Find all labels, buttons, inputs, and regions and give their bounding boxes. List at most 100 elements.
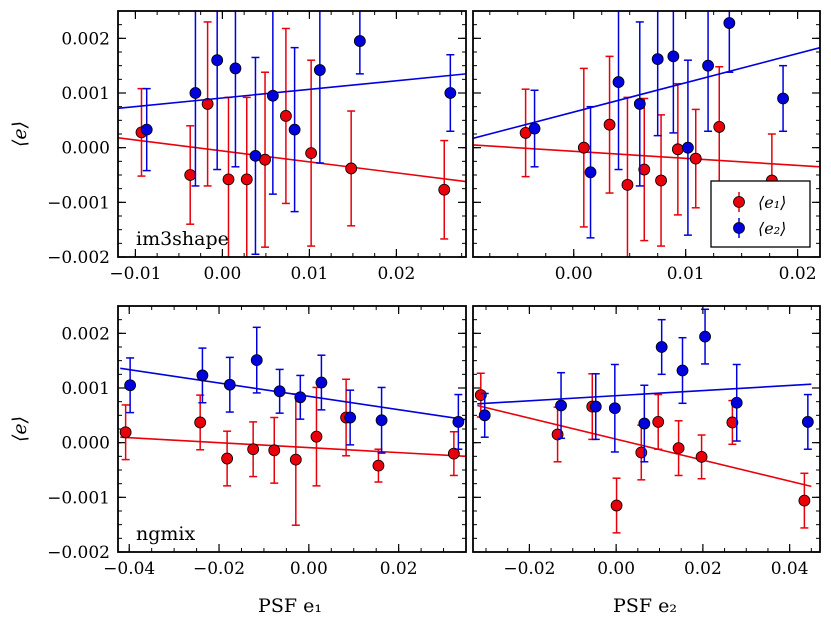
panel-frame [117,10,467,258]
x-tick-label: −0.04 [103,559,155,579]
legend-e2-marker [733,222,745,234]
point-e2 [249,149,262,162]
legend-box [710,180,811,248]
point-e2 [655,341,668,353]
x-tick-label: 0.02 [779,264,817,284]
point-e1 [345,162,358,175]
y-tick-label: −0.002 [47,543,110,563]
legend-e2-label: ⟨e₂⟩ [758,219,786,238]
y-tick-label: −0.001 [47,193,110,213]
point-e2 [638,417,651,430]
point-e1 [184,169,197,181]
x-tick-label: −0.01 [109,264,161,284]
point-e1 [305,147,318,160]
panel-frame [117,305,467,553]
point-e2 [273,385,286,398]
panel-data [473,11,820,257]
panel-frame [472,305,821,553]
point-e1 [119,426,132,439]
point-e1 [474,389,487,402]
point-e1 [447,447,460,460]
panel-bottom-left: −0.04 −0.02 0.00 0.02 −0.002 −0.001 0.000 0.001… [47,305,467,579]
panel-data [474,308,814,534]
point-e2 [612,76,625,88]
y-tick-label: 0.000 [61,139,110,159]
point-e2 [250,354,263,367]
x-tick-label: 0.00 [597,559,635,579]
point-e2 [584,166,597,179]
point-e1 [194,416,207,429]
point-e2 [608,402,621,415]
fit-line-e1 [118,137,466,183]
point-e1 [652,415,665,428]
point-e1 [280,110,292,122]
point-e2 [288,123,301,136]
annotation-ngmix: ngmix [136,523,195,545]
point-e2 [589,400,602,413]
xlabel-right: PSF e₂ [613,595,677,617]
point-e2 [699,330,711,343]
x-tick-label: −0.02 [193,559,245,579]
panel-bottom-right: −0.02 0.00 0.02 0.04 [472,305,821,579]
point-e2 [478,409,491,422]
point-e1 [726,416,739,429]
x-tick-label: 0.00 [203,264,241,284]
panel-data [118,11,466,257]
point-e1 [655,174,667,187]
point-e1 [310,430,323,443]
x-tick-label: 0.02 [377,264,415,284]
point-e1 [713,120,726,133]
point-e1 [240,173,253,186]
point-e1 [621,178,634,191]
point-e2 [229,62,242,75]
point-e2 [651,53,664,66]
y-tick-label: 0.001 [61,84,110,104]
legend: ⟨e₁⟩ ⟨e₂⟩ [710,180,811,248]
point-e1 [372,459,385,472]
panel-top-left: −0.01 0.00 0.01 0.02 −0.002 −0.001 0.000 0.001 0… [47,10,467,284]
point-e1 [603,118,616,131]
y-tick-label: 0.001 [61,379,110,399]
fit-line-e2 [118,73,466,110]
point-e2 [315,376,328,389]
point-e2 [730,396,743,409]
panel-frame [472,10,821,258]
point-e1 [289,453,302,466]
point-e1 [672,442,685,455]
point-e2 [723,17,736,29]
legend-e1-label: ⟨e₁⟩ [758,193,786,212]
point-e2 [667,50,680,63]
point-e2 [528,122,541,135]
fit-line-e1 [473,144,820,168]
point-e2 [313,64,326,76]
x-tick-label: 0.00 [555,264,593,284]
fit-line-e2 [473,46,820,140]
panel-top-right: 0.00 0.01 0.02 [472,10,821,284]
point-e1 [222,173,235,186]
point-e2 [555,399,567,412]
point-e1 [798,494,811,507]
x-tick-label: 0.00 [290,559,328,579]
point-e1 [268,444,281,457]
point-e2 [223,378,236,391]
panel-data [119,326,466,526]
point-e2 [633,98,646,110]
fit-line-e2 [120,367,466,421]
point-e2 [676,364,689,377]
point-e2 [344,411,357,424]
point-e1 [438,183,451,196]
point-e2 [266,89,279,102]
x-tick-label: 0.01 [667,264,705,284]
fit-line-e1 [120,436,466,458]
point-e2 [452,415,465,428]
y-tick-label: −0.001 [47,488,110,508]
xlabel-left: PSF e₁ [258,595,322,617]
point-e2 [196,369,209,382]
point-e1 [638,163,651,176]
point-e2 [777,92,789,105]
plot-layer: −0.01 0.00 0.01 0.02 −0.002 −0.001 0.000 0.001 0… [47,10,821,579]
point-e1 [201,98,214,110]
point-e2 [444,87,457,99]
legend-e1-marker [733,196,745,208]
annotation-im3shape: im3shape [136,228,229,250]
